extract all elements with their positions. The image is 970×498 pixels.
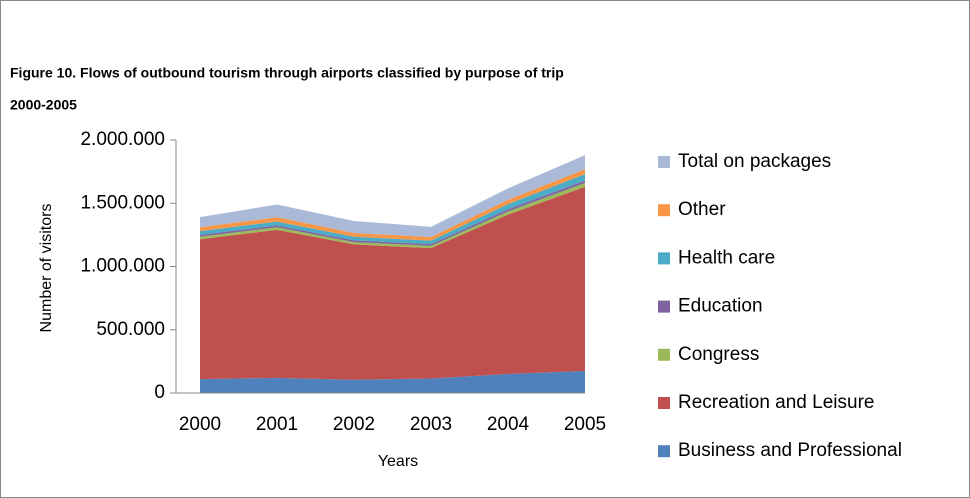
y-tick-label: 500.000 bbox=[96, 319, 165, 340]
legend-swatch bbox=[658, 204, 670, 217]
legend-label: Recreation and Leisure bbox=[678, 392, 874, 413]
chart-subtitle: 2000-2005 bbox=[10, 97, 77, 113]
legend-label: Health care bbox=[678, 247, 775, 268]
x-tick-label: 2004 bbox=[487, 414, 530, 435]
legend-label: Total on packages bbox=[678, 151, 831, 172]
x-tick-label: 2001 bbox=[256, 414, 298, 435]
x-tick-label: 2005 bbox=[564, 414, 606, 435]
legend-swatch bbox=[658, 156, 670, 168]
y-tick-label: 0 bbox=[154, 382, 165, 403]
y-tick-label: 2.000.000 bbox=[80, 129, 165, 150]
x-tick-label: 2003 bbox=[410, 414, 452, 435]
area bbox=[200, 169, 585, 241]
legend-swatch bbox=[658, 397, 670, 409]
x-tick-label: 2000 bbox=[179, 414, 221, 435]
legend-swatch bbox=[658, 348, 670, 361]
area bbox=[200, 370, 585, 393]
legend-swatch bbox=[658, 445, 670, 458]
area bbox=[200, 180, 585, 246]
area bbox=[200, 155, 585, 238]
legend-swatch bbox=[658, 300, 670, 313]
chart-title: Figure 10. Flows of outbound tourism thr… bbox=[10, 65, 564, 81]
legend-label: Business and Professional bbox=[678, 440, 902, 461]
legend-label: Education bbox=[678, 296, 763, 317]
area bbox=[200, 174, 585, 245]
y-tick-label: 1.000.000 bbox=[80, 256, 165, 277]
legend-label: Other bbox=[678, 199, 726, 220]
area bbox=[200, 186, 585, 380]
y-axis-title: Number of visitors bbox=[38, 204, 55, 333]
x-axis-title: Years bbox=[378, 453, 418, 470]
legend-label: Congress bbox=[678, 344, 759, 365]
x-tick-label: 2002 bbox=[333, 414, 375, 435]
area bbox=[200, 183, 585, 249]
y-tick-label: 1.500.000 bbox=[80, 192, 165, 213]
legend-swatch bbox=[658, 252, 670, 265]
